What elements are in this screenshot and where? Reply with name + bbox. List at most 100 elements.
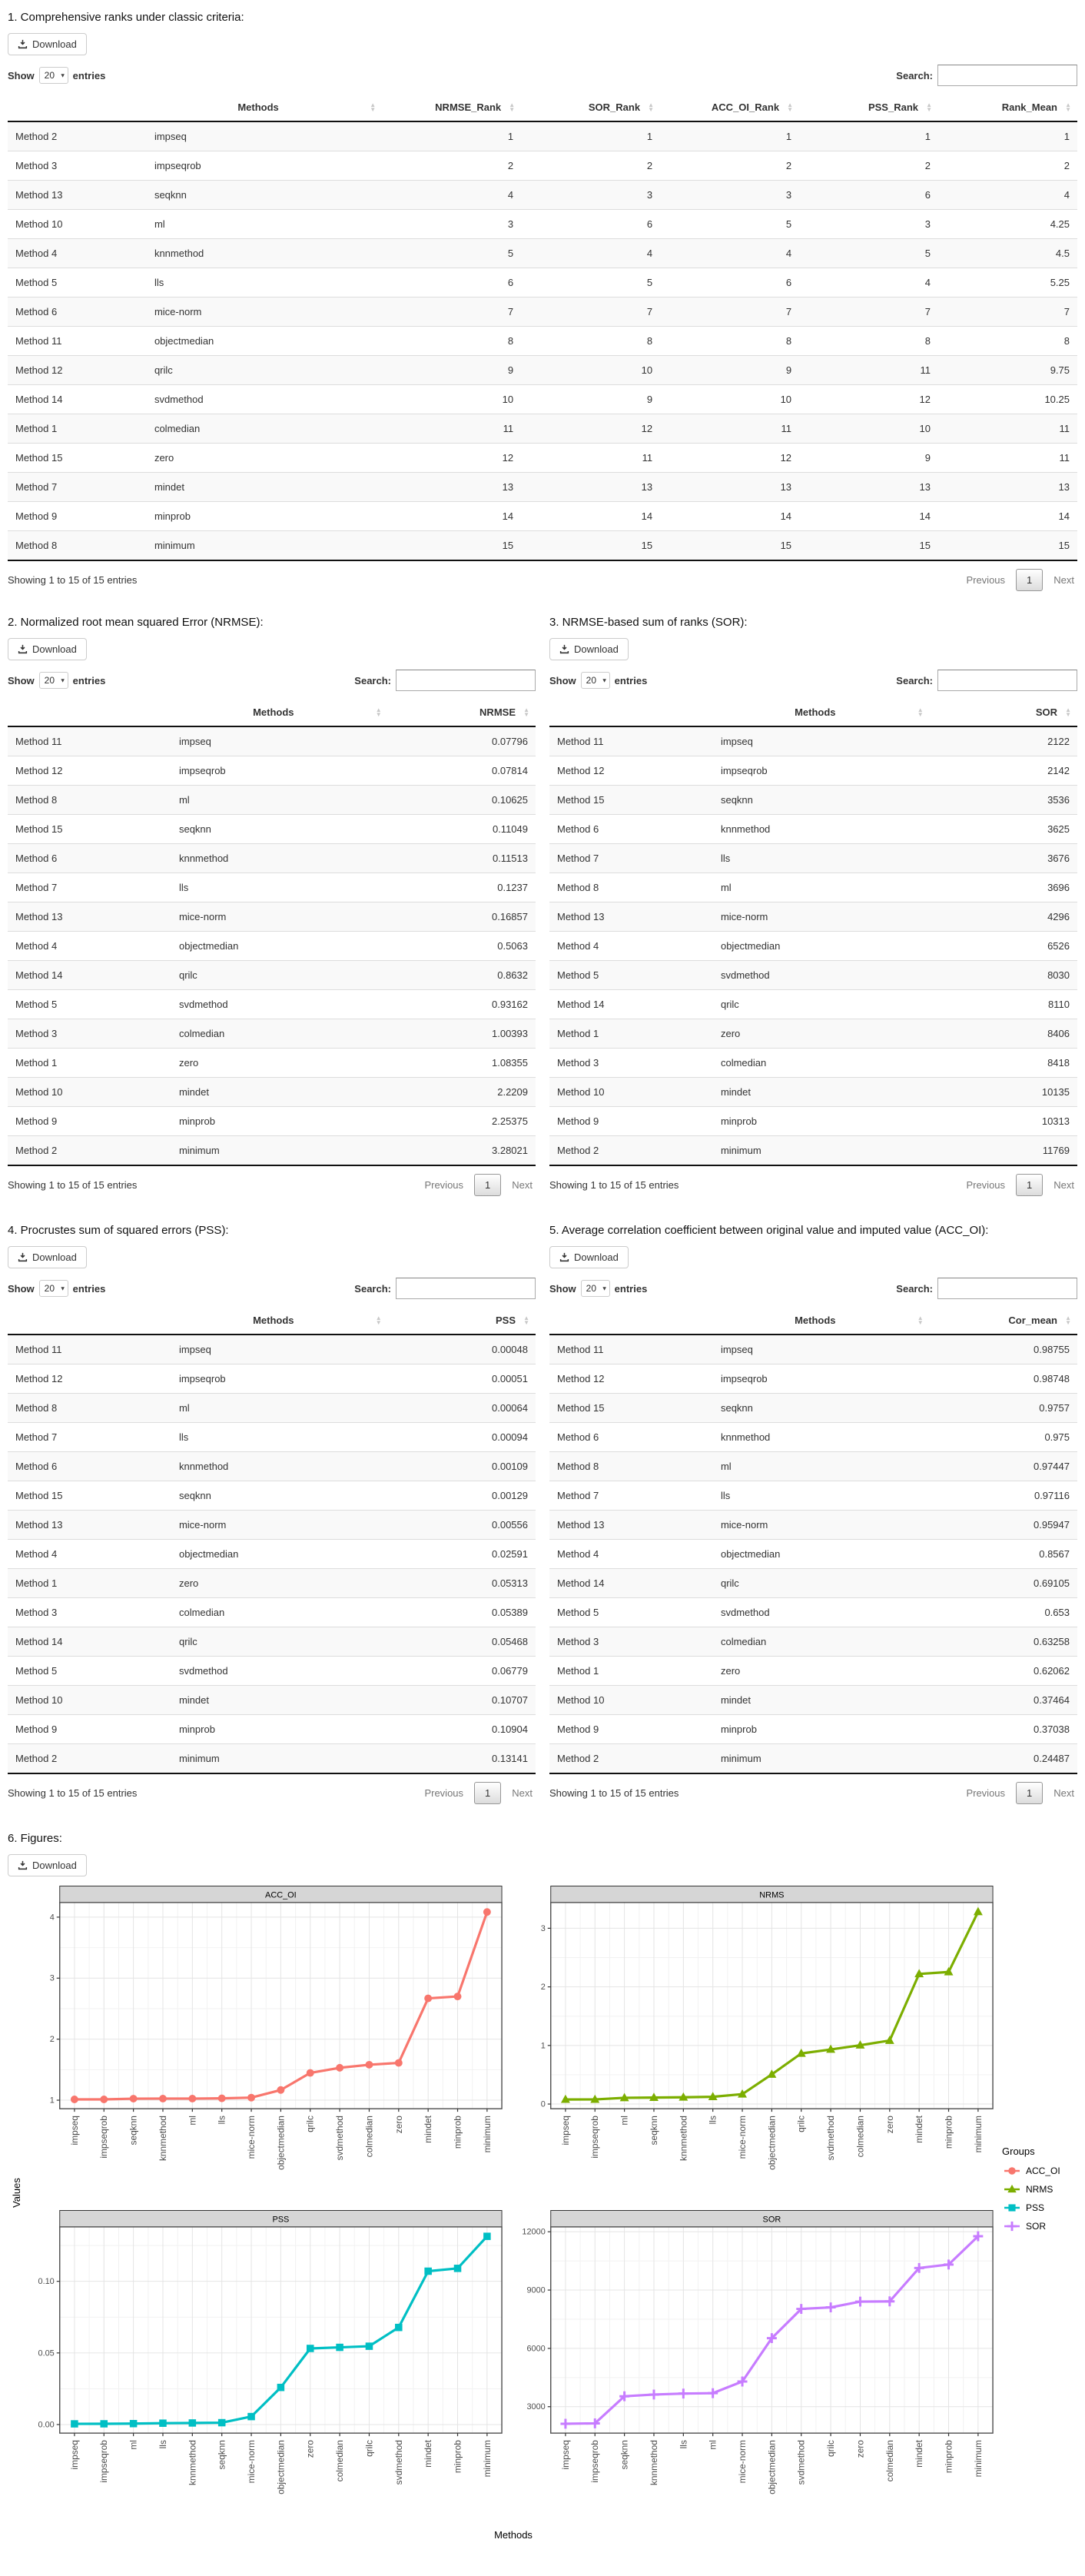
table-row[interactable]: Method 14 qrilc 0.69105 [549,1568,1077,1598]
table-row[interactable]: Method 2 minimum 11769 [549,1135,1077,1166]
table-row[interactable]: Method 1 zero 1.08355 [8,1048,536,1078]
search-input[interactable] [396,670,536,691]
download-button[interactable]: Download [8,33,87,55]
next-page-button[interactable]: Next [1053,1787,1074,1799]
search-input[interactable] [396,1278,536,1299]
table-row[interactable]: Method 10 mindet 10135 [549,1077,1077,1107]
column-header-sor[interactable]: SOR ▲ ▼ [929,699,1077,727]
table-row[interactable]: Method 8 ml 0.97447 [549,1451,1077,1481]
table-row[interactable]: Method 13 mice-norm 4296 [549,902,1077,932]
previous-page-button[interactable]: Previous [966,1179,1006,1191]
table-row[interactable]: Method 1 zero 8406 [549,1019,1077,1049]
table-row[interactable]: Method 5 svdmethod 0.06779 [8,1656,536,1686]
table-row[interactable]: Method 5 svdmethod 0.653 [549,1597,1077,1627]
table-row[interactable]: Method 7 lls 3676 [549,843,1077,873]
table-row[interactable]: Method 1 colmedian 11 12 11 10 11 [8,414,1077,444]
table-row[interactable]: Method 4 knnmethod 5 4 4 5 4.5 [8,238,1077,268]
table-row[interactable]: Method 7 lls 0.1237 [8,873,536,902]
table-row[interactable]: Method 9 minprob 14 14 14 14 14 [8,501,1077,531]
table-row[interactable]: Method 8 minimum 15 15 15 15 15 [8,530,1077,561]
download-button[interactable]: Download [8,1246,87,1268]
table-row[interactable]: Method 9 minprob 2.25375 [8,1106,536,1136]
table-row[interactable]: Method 3 colmedian 0.05389 [8,1597,536,1627]
table-row[interactable]: Method 3 colmedian 8418 [549,1048,1077,1078]
column-header-methods[interactable]: Methods ▲ ▼ [712,1307,930,1335]
table-row[interactable]: Method 13 mice-norm 0.95947 [549,1510,1077,1540]
table-row[interactable]: Method 8 ml 3696 [549,873,1077,902]
search-input[interactable] [937,65,1077,86]
search-input[interactable] [937,670,1077,691]
table-row[interactable]: Method 7 lls 0.00094 [8,1422,536,1452]
table-row[interactable]: Method 7 lls 0.97116 [549,1481,1077,1511]
table-row[interactable]: Method 3 colmedian 1.00393 [8,1019,536,1049]
next-page-button[interactable]: Next [1053,574,1074,586]
table-row[interactable]: Method 4 objectmedian 6526 [549,931,1077,961]
table-row[interactable]: Method 11 objectmedian 8 8 8 8 8 [8,326,1077,356]
table-row[interactable]: Method 10 ml 3 6 5 3 4.25 [8,209,1077,239]
column-header-rank-mean[interactable]: Rank_Mean ▲ ▼ [938,94,1077,122]
table-row[interactable]: Method 11 impseq 0.07796 [8,726,536,756]
table-row[interactable]: Method 12 impseqrob 2142 [549,756,1077,786]
table-row[interactable]: Method 14 qrilc 0.05468 [8,1627,536,1657]
table-row[interactable]: Method 15 seqknn 3536 [549,785,1077,815]
download-button[interactable]: Download [549,638,629,660]
table-row[interactable]: Method 13 mice-norm 0.00556 [8,1510,536,1540]
table-row[interactable]: Method 12 impseqrob 0.98748 [549,1364,1077,1394]
download-button[interactable]: Download [549,1246,629,1268]
table-row[interactable]: Method 2 minimum 0.24487 [549,1743,1077,1774]
table-row[interactable]: Method 12 impseqrob 0.07814 [8,756,536,786]
column-header-acc-oi-rank[interactable]: ACC_OI_Rank ▲ ▼ [660,94,800,122]
next-page-button[interactable]: Next [512,1787,533,1799]
table-row[interactable]: Method 2 minimum 0.13141 [8,1743,536,1774]
search-input[interactable] [937,1278,1077,1299]
table-row[interactable]: Method 14 qrilc 8110 [549,989,1077,1019]
table-row[interactable]: Method 13 seqknn 4 3 3 6 4 [8,180,1077,210]
table-row[interactable]: Method 12 impseqrob 0.00051 [8,1364,536,1394]
download-button[interactable]: Download [8,1854,87,1876]
table-row[interactable]: Method 12 qrilc 9 10 9 11 9.75 [8,355,1077,385]
table-row[interactable]: Method 4 objectmedian 0.8567 [549,1539,1077,1569]
column-header-methods[interactable]: Methods ▲ ▼ [146,94,383,122]
column-header-cor-mean[interactable]: Cor_mean ▲ ▼ [929,1307,1077,1335]
table-row[interactable]: Method 14 qrilc 0.8632 [8,960,536,990]
table-row[interactable]: Method 2 impseq 1 1 1 1 1 [8,121,1077,151]
table-row[interactable]: Method 6 knnmethod 0.11513 [8,843,536,873]
table-row[interactable]: Method 6 mice-norm 7 7 7 7 7 [8,297,1077,327]
table-row[interactable]: Method 9 minprob 0.10904 [8,1714,536,1744]
table-row[interactable]: Method 14 svdmethod 10 9 10 12 10.25 [8,384,1077,414]
table-row[interactable]: Method 10 mindet 0.10707 [8,1685,536,1715]
table-row[interactable]: Method 3 colmedian 0.63258 [549,1627,1077,1657]
column-header-methods[interactable]: Methods ▲ ▼ [171,699,388,727]
table-row[interactable]: Method 8 ml 0.10625 [8,785,536,815]
table-row[interactable]: Method 5 svdmethod 0.93162 [8,989,536,1019]
table-row[interactable]: Method 15 seqknn 0.9757 [549,1393,1077,1423]
table-row[interactable]: Method 15 zero 12 11 12 9 11 [8,443,1077,473]
column-header-sor-rank[interactable]: SOR_Rank ▲ ▼ [521,94,661,122]
table-row[interactable]: Method 6 knnmethod 3625 [549,814,1077,844]
table-row[interactable]: Method 2 minimum 3.28021 [8,1135,536,1166]
table-row[interactable]: Method 13 mice-norm 0.16857 [8,902,536,932]
table-row[interactable]: Method 15 seqknn 0.00129 [8,1481,536,1511]
next-page-button[interactable]: Next [1053,1179,1074,1191]
column-header-methods[interactable]: Methods ▲ ▼ [171,1307,388,1335]
column-header-pss[interactable]: PSS ▲ ▼ [387,1307,536,1335]
column-header-nrmse-rank[interactable]: NRMSE_Rank ▲ ▼ [382,94,522,122]
table-row[interactable]: Method 4 objectmedian 0.5063 [8,931,536,961]
download-button[interactable]: Download [8,638,87,660]
table-row[interactable]: Method 10 mindet 0.37464 [549,1685,1077,1715]
table-row[interactable]: Method 9 minprob 0.37038 [549,1714,1077,1744]
table-row[interactable]: Method 5 svdmethod 8030 [549,960,1077,990]
next-page-button[interactable]: Next [512,1179,533,1191]
table-row[interactable]: Method 5 lls 6 5 6 4 5.25 [8,268,1077,297]
table-row[interactable]: Method 8 ml 0.00064 [8,1393,536,1423]
table-row[interactable]: Method 6 knnmethod 0.975 [549,1422,1077,1452]
table-row[interactable]: Method 7 mindet 13 13 13 13 13 [8,472,1077,502]
table-row[interactable]: Method 4 objectmedian 0.02591 [8,1539,536,1569]
previous-page-button[interactable]: Previous [966,1787,1006,1799]
column-header-pss-rank[interactable]: PSS_Rank ▲ ▼ [799,94,938,122]
table-row[interactable]: Method 6 knnmethod 0.00109 [8,1451,536,1481]
current-page-button[interactable]: 1 [474,1782,502,1804]
table-row[interactable]: Method 15 seqknn 0.11049 [8,814,536,844]
current-page-button[interactable]: 1 [1016,1782,1044,1804]
table-row[interactable]: Method 3 impseqrob 2 2 2 2 2 [8,151,1077,181]
